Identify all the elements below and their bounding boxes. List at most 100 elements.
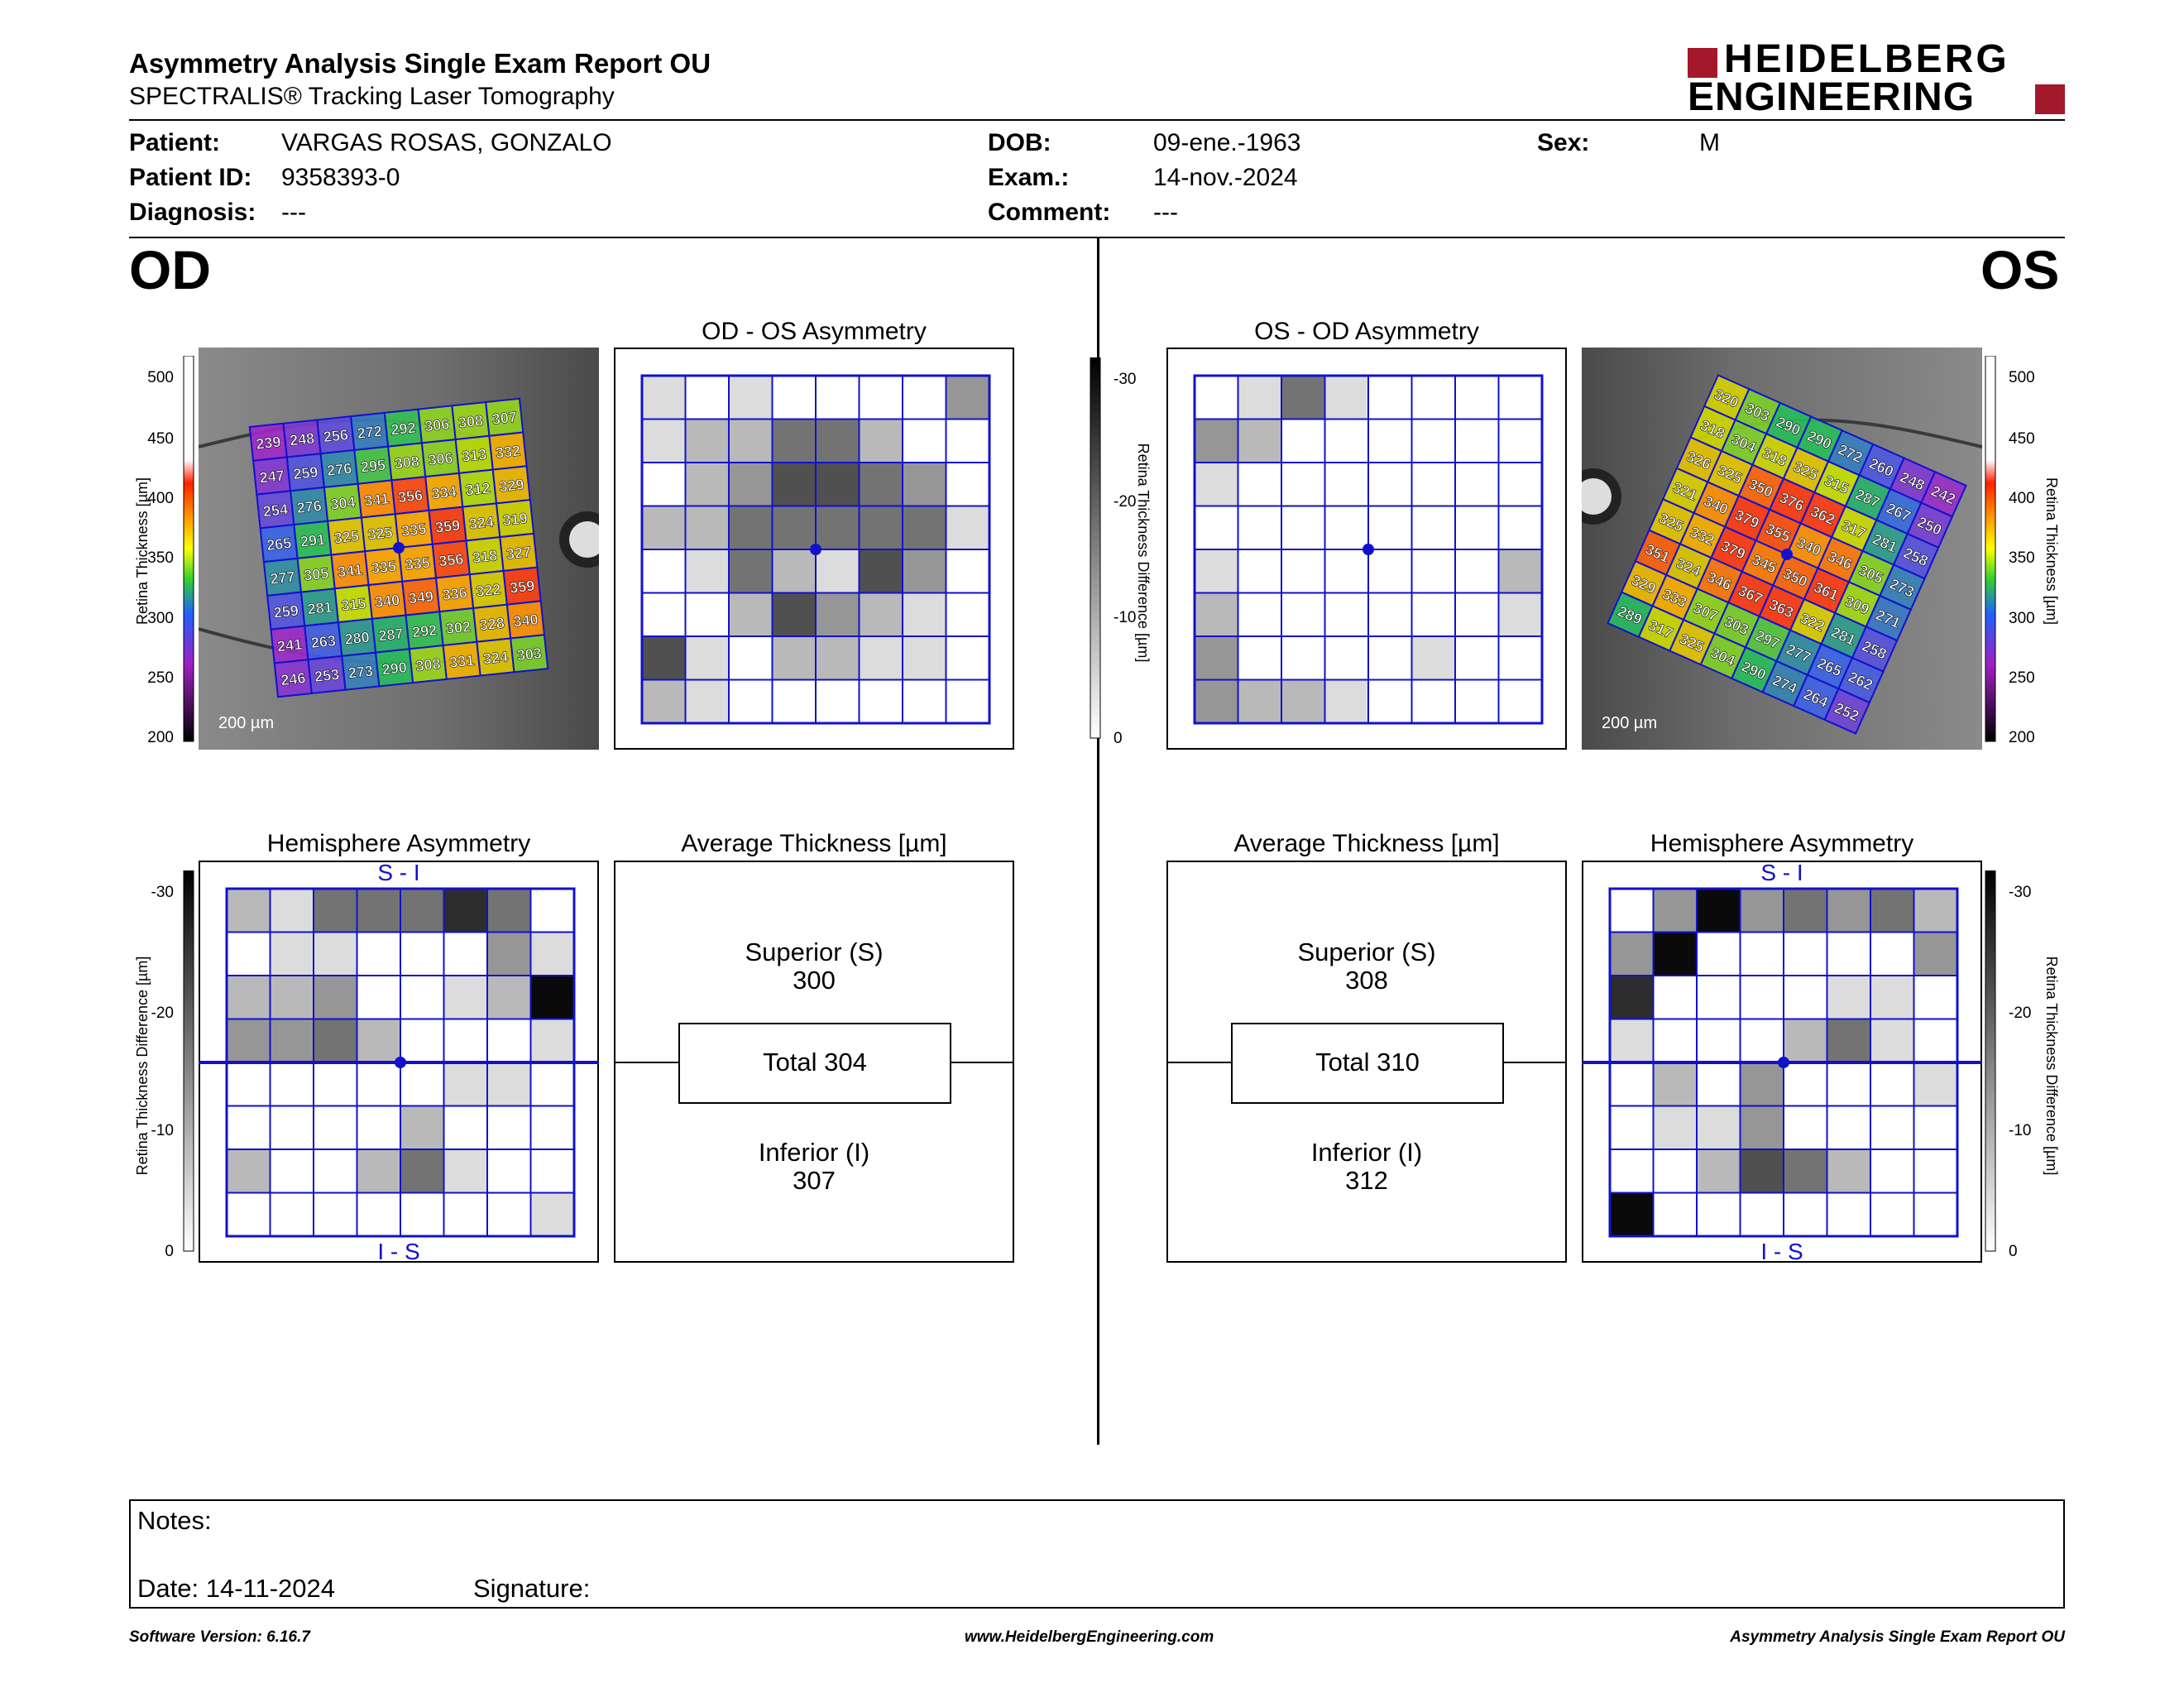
od-asym-cell: [902, 375, 947, 420]
os-inferior-value: 312: [1345, 1166, 1388, 1195]
os-asym-cell: [1237, 635, 1282, 681]
center-tick-30: -30: [1114, 371, 1136, 388]
os-asym-cell: [1281, 635, 1326, 681]
report-title: Asymmetry Analysis Single Exam Report OU: [129, 48, 711, 79]
od-thickness-value: 241: [276, 635, 303, 655]
od-thickness-value: 307: [491, 409, 518, 428]
os-hemi-cell: [1783, 1018, 1828, 1063]
os-hemi-cell: [1913, 1018, 1958, 1063]
notes-box[interactable]: Notes: Date: 14-11-2024 Signature:: [129, 1499, 2065, 1609]
od-asym-cell: [902, 505, 947, 550]
od-thickness-value: 256: [323, 426, 349, 445]
os-hemi-cell: [1739, 1018, 1784, 1063]
heidelberg-logo: HEIDELBERG ENGINEERING: [1688, 40, 2068, 117]
od-diff-scale: -30 -20 -10 0 Retina Thickness Differenc…: [129, 870, 199, 1260]
os-hemi-cell: [1696, 1062, 1741, 1107]
os-superior-label: Superior (S): [1297, 938, 1436, 966]
os-hemi-cell: [1652, 931, 1698, 976]
od-thickness-value: 276: [296, 497, 323, 516]
od-hemi-cell: [269, 1062, 314, 1107]
od-avg-title: Average Thickness [µm]: [681, 830, 947, 857]
os-hemi-cell: [1826, 888, 1871, 933]
od-total: Total 304: [678, 1023, 951, 1104]
od-thickness-value: 276: [326, 460, 352, 479]
os-hemi-cell: [1652, 1062, 1698, 1107]
exam-value: 14-nov.-2024: [1153, 164, 1298, 191]
os-asym-cell: [1410, 375, 1456, 420]
od-hemi-cell: [356, 1105, 401, 1150]
od-thickness-value: 290: [381, 659, 408, 678]
od-hemi-cell: [529, 1149, 575, 1194]
od-asym-cell: [728, 462, 774, 507]
od-asym-cell: [945, 592, 990, 637]
od-diff-tick-20: -20: [151, 1005, 174, 1022]
os-asym-cell: [1497, 679, 1543, 724]
od-tick-300: 300: [147, 610, 174, 627]
od-thickness-value: 340: [513, 611, 539, 630]
od-thickness-value: 341: [337, 561, 363, 580]
os-asym-cell: [1497, 635, 1543, 681]
os-hemi-cell: [1652, 975, 1698, 1020]
os-eye-label: OS: [1980, 239, 2060, 300]
od-hemi-cell: [269, 931, 314, 976]
od-hemi-cell: [356, 1018, 401, 1063]
os-asym-cell: [1281, 549, 1326, 594]
os-thickness-cell: [1823, 688, 1871, 735]
od-thickness-value: 334: [431, 483, 457, 502]
od-thickness-value: 302: [445, 618, 472, 637]
od-asym-cell: [858, 592, 903, 637]
os-hemi-cell: [1783, 1149, 1828, 1194]
os-asym-cell: [1324, 679, 1369, 724]
os-asym-cell: [1194, 418, 1239, 463]
os-asym-cell: [1237, 462, 1282, 507]
od-asym-cell: [858, 505, 903, 550]
od-asym-cell: [684, 375, 730, 420]
od-asym-cell: [858, 679, 903, 724]
od-hemi-cell: [529, 931, 575, 976]
od-thickness-value: 325: [367, 524, 394, 543]
od-diff-tick-0: 0: [165, 1243, 174, 1259]
os-hemi-cell: [1739, 888, 1784, 933]
os-hemi-cell: [1783, 931, 1828, 976]
os-hemi-cell: [1609, 1062, 1655, 1107]
os-tick-250: 250: [2009, 669, 2035, 687]
website-link[interactable]: www.HeidelbergEngineering.com: [965, 1628, 1214, 1646]
sex-label: Sex:: [1537, 129, 1590, 156]
os-asym-cell: [1324, 505, 1369, 550]
od-asym-cell: [728, 679, 774, 724]
od-inferior-value: 307: [793, 1166, 836, 1195]
os-asym-cell: [1454, 549, 1500, 594]
od-hemi-cell: [486, 1149, 532, 1194]
od-thickness-value: 318: [472, 547, 498, 566]
os-hemi-cell: [1609, 1192, 1655, 1237]
od-hemi-cell: [356, 1149, 401, 1194]
os-asym-cell: [1237, 375, 1282, 420]
od-asym-cell: [815, 505, 860, 550]
od-tick-350: 350: [147, 549, 174, 567]
od-hemi-cell: [269, 1192, 314, 1237]
os-hemi-cell: [1696, 1018, 1741, 1063]
od-hemi-cell: [443, 888, 488, 933]
od-hemi-cell: [529, 1105, 575, 1150]
os-asym-cell: [1367, 505, 1413, 550]
os-hemi-cell: [1870, 1149, 1915, 1194]
os-tick-200: 200: [2009, 729, 2035, 745]
os-hemi-title: Hemisphere Asymmetry: [1650, 830, 1914, 857]
od-thickness-value: 305: [303, 565, 329, 584]
od-hemi-cell: [226, 1018, 271, 1063]
od-asym-cell: [684, 635, 730, 681]
od-hemi-cell: [226, 1149, 271, 1194]
os-fovea-marker: [1781, 549, 1793, 560]
od-asym-cell: [902, 462, 947, 507]
os-hemi-cell: [1696, 1192, 1741, 1237]
od-hemi-cell: [529, 1192, 575, 1237]
os-asym-cell: [1194, 375, 1239, 420]
os-hemi-cell: [1739, 1149, 1784, 1194]
os-asym-cell: [1194, 592, 1239, 637]
os-hemi-cell: [1609, 1105, 1655, 1150]
od-hemi-cell: [400, 1105, 445, 1150]
od-hemi-cell: [529, 1018, 575, 1063]
od-hemi-cell: [486, 1105, 532, 1150]
od-thickness-value: 312: [465, 480, 491, 499]
od-asym-title: OD - OS Asymmetry: [702, 318, 927, 345]
